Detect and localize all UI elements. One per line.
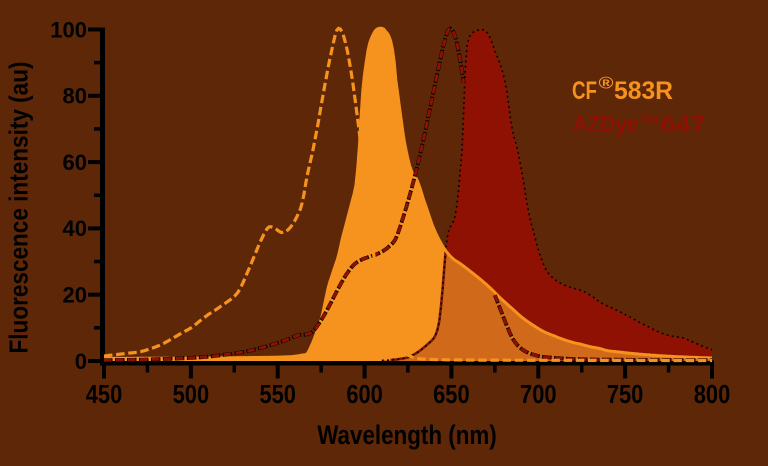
svg-text:AZDye: AZDye: [573, 111, 639, 137]
svg-text:650: 650: [433, 379, 470, 409]
svg-text:®: ®: [599, 74, 615, 93]
svg-text:80: 80: [63, 84, 87, 109]
svg-text:60: 60: [63, 150, 87, 175]
svg-text:Fluorescence intensity (au): Fluorescence intensity (au): [4, 62, 34, 354]
svg-text:700: 700: [520, 379, 557, 409]
svg-text:Wavelength (nm): Wavelength (nm): [317, 420, 497, 450]
svg-text:0: 0: [75, 349, 87, 374]
svg-text:450: 450: [86, 379, 123, 409]
svg-text:583R: 583R: [614, 77, 673, 105]
svg-text:™: ™: [639, 111, 660, 137]
svg-text:600: 600: [346, 379, 383, 409]
svg-text:800: 800: [694, 379, 731, 409]
svg-text:20: 20: [63, 283, 87, 308]
svg-text:CF: CF: [572, 77, 597, 105]
svg-text:550: 550: [259, 379, 296, 409]
svg-text:500: 500: [173, 379, 210, 409]
svg-text:40: 40: [63, 216, 87, 241]
svg-text:100: 100: [50, 17, 87, 42]
svg-text:750: 750: [607, 379, 644, 409]
svg-text:647: 647: [661, 111, 706, 137]
